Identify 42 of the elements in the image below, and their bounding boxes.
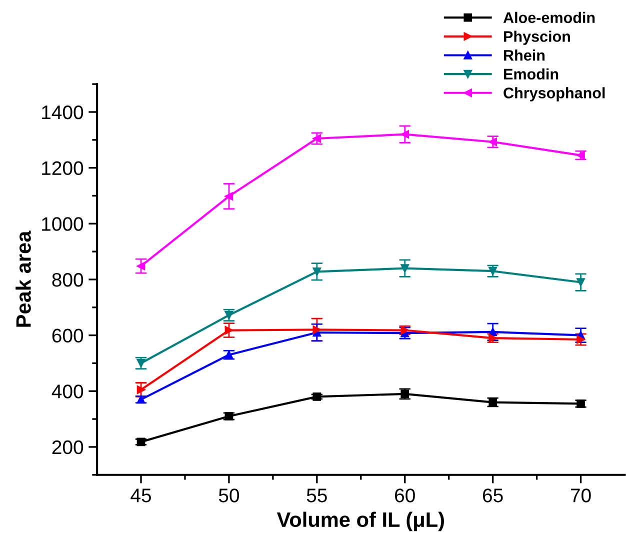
y-tick-label: 600 <box>52 328 84 343</box>
point <box>488 138 497 146</box>
point <box>576 400 585 408</box>
point <box>224 326 234 334</box>
x-tick-label: 55 <box>306 488 327 502</box>
x-tick-label: 60 <box>395 488 415 502</box>
x-tick-label: 65 <box>482 488 503 502</box>
x-tick-label: 45 <box>130 488 152 502</box>
point <box>224 192 234 200</box>
point <box>136 395 146 404</box>
point <box>576 278 585 286</box>
point <box>576 335 585 344</box>
x-tick-label: 50 <box>218 488 240 502</box>
point <box>136 359 146 368</box>
point <box>224 311 234 320</box>
legend-label: Aloe-emodin <box>503 12 595 24</box>
point <box>312 392 322 401</box>
x-axis-title: Volume of IL (μL) <box>276 512 444 532</box>
point <box>488 398 497 406</box>
y-tick-label: 800 <box>52 272 84 287</box>
legend-label: Rhein <box>504 50 545 61</box>
y-tick-label: 1000 <box>42 217 84 231</box>
point <box>312 326 322 334</box>
x-tick-label: 70 <box>570 488 591 502</box>
legend-label: Emodin <box>504 68 558 80</box>
point <box>488 334 497 342</box>
point <box>488 266 497 276</box>
y-tick-label: 1400 <box>42 105 84 120</box>
point <box>136 386 146 394</box>
point <box>136 262 146 270</box>
point <box>312 267 322 276</box>
y-tick-label: 200 <box>52 440 84 454</box>
point <box>400 130 410 138</box>
legend-label: Chrysophanol <box>504 87 605 102</box>
legend-label: Physcion <box>504 30 570 45</box>
y-tick-label: 1200 <box>42 161 84 176</box>
point <box>136 438 146 446</box>
y-axis-title: Peak area <box>16 230 31 327</box>
point <box>224 412 234 420</box>
y-tick-label: 400 <box>52 384 84 398</box>
point <box>400 264 410 272</box>
point <box>576 151 585 160</box>
